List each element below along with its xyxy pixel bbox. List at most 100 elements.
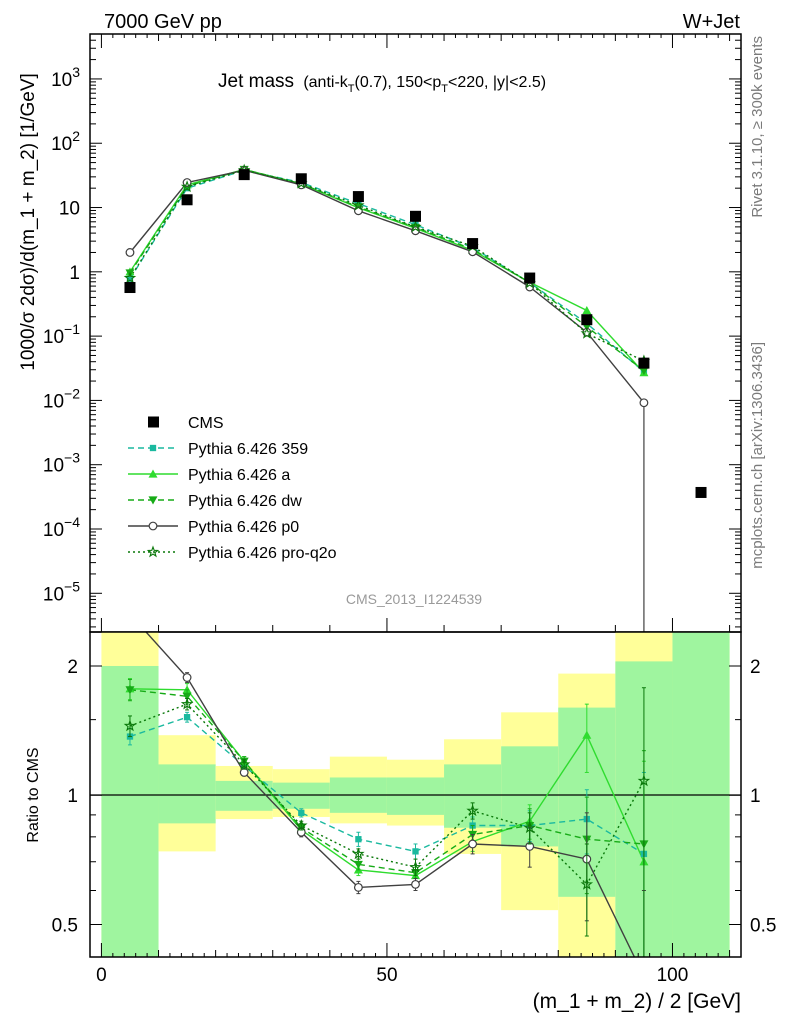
- x-axis-ticks: 0 50 100: [96, 34, 731, 986]
- legend-label-2: Pythia 6.426 dw: [188, 493, 302, 510]
- ratio-series-point-4: [580, 877, 594, 890]
- main-series-point-3: [125, 248, 135, 257]
- plot-title-cuts-b: (0.7), 150<p: [355, 74, 442, 91]
- main-y-tick-label: 10−4: [43, 514, 80, 541]
- main-y-tick-base: 10: [43, 391, 64, 412]
- main-panel-ticks: [90, 33, 741, 628]
- main-y-tick-label: 1: [69, 263, 80, 284]
- ratio-series-point-0: [412, 848, 419, 855]
- ratio-band-green: [386, 777, 445, 815]
- mc-series-lines: [129, 168, 645, 957]
- legend-label-3: Pythia 6.426 p0: [188, 519, 299, 536]
- ratio-y-tick-label-right: 2: [750, 657, 761, 678]
- analysis-id: CMS_2013_I1224539: [346, 591, 482, 607]
- plot-title-sub-1: T: [348, 83, 355, 95]
- ratio-panel: 0.5 0.5 1 1 2 2: [52, 610, 777, 958]
- main-y-tick-label: 10: [59, 199, 80, 220]
- plot-title: Jet mass (anti-kT(0.7), 150<pT<220, |y|<…: [218, 71, 546, 95]
- main-series-line-3: [129, 169, 645, 404]
- main-y-tick-base: 10: [43, 520, 64, 541]
- cms-data-point: [124, 282, 136, 294]
- ratio-series-point-4: [409, 860, 422, 873]
- legend-marker-1: [148, 469, 158, 478]
- x-tick-label: 0: [96, 965, 107, 986]
- legend-label-4: Pythia 6.426 pro-q2o: [188, 545, 337, 562]
- ratio-band-green: [158, 764, 216, 824]
- ratio-series-markers: [123, 610, 651, 957]
- ratio-panel-ticks: 0.5 0.5 1 1 2 2: [52, 657, 777, 936]
- ratio-panel-frame: [89, 631, 742, 958]
- legend: CMS Pythia 6.426 359 Pythia 6.426 a Pythia …: [128, 415, 337, 562]
- header-energy-label: 7000 GeV pp: [104, 11, 222, 33]
- main-y-tick-base: 10: [59, 199, 80, 220]
- main-y-tick-label: 10−5: [43, 578, 80, 605]
- ratio-series-point-4: [295, 818, 308, 831]
- main-y-tick-label: 102: [51, 128, 80, 155]
- legend-marker-cms: [148, 416, 159, 428]
- cms-data-point: [410, 210, 421, 222]
- main-y-tick-exponent: −4: [64, 514, 80, 530]
- main-series-point-4: [580, 326, 594, 339]
- plot-title-cuts-a: (anti-k: [303, 74, 348, 91]
- main-y-tick-exponent: 2: [72, 128, 80, 144]
- ratio-band-green: [215, 780, 273, 811]
- cms-data-point: [695, 486, 707, 498]
- main-y-tick-label: 10−3: [43, 450, 80, 477]
- plot-title-cuts-c: <220, |y|<2.5): [448, 74, 546, 91]
- main-series-point-3: [639, 398, 649, 408]
- main-series-point-2: [639, 367, 649, 376]
- main-series-point-4: [180, 180, 194, 193]
- legend-label-1: Pythia 6.426 a: [188, 467, 290, 484]
- ratio-series-line-0: [129, 716, 645, 855]
- main-y-tick-base: 10: [51, 70, 72, 91]
- main-y-tick-exponent: −5: [64, 578, 80, 594]
- ratio-series-point-2: [182, 692, 192, 701]
- ratio-series-point-4: [123, 719, 137, 732]
- cms-data-point: [581, 314, 593, 326]
- ratio-series-point-1: [582, 730, 592, 739]
- ratio-series-point-3: [182, 673, 192, 682]
- ratio-y-axis-label: Ratio to CMS: [25, 747, 42, 842]
- legend-label-0: Pythia 6.426 359: [188, 441, 308, 458]
- x-tick-label: 100: [657, 965, 689, 986]
- main-y-tick-exponent: 3: [72, 64, 80, 80]
- x-axis-label: (m_1 + m_2) / 2 [GeV]: [533, 990, 741, 1013]
- ratio-series-point-3: [126, 610, 134, 618]
- ratio-y-tick-label-right: 0.5: [750, 915, 776, 936]
- main-series-line-0: [129, 169, 645, 373]
- main-series-point-4: [409, 220, 422, 233]
- ratio-series-line-4: [129, 703, 645, 886]
- cms-data-point: [181, 194, 193, 206]
- ratio-y-tick-label-left: 0.5: [52, 915, 78, 936]
- main-series-line-4: [129, 169, 645, 362]
- main-y-axis-label: 1000/σ 2dσ)/d(m_1 + m_2) [1/GeV]: [18, 73, 39, 371]
- ratio-series-point-3: [239, 768, 249, 777]
- plot-title-main: Jet mass: [218, 71, 294, 92]
- legend-label-cms: CMS: [188, 415, 224, 432]
- ratio-series-point-4: [466, 804, 479, 817]
- ratio-series-point-4: [180, 697, 194, 710]
- cms-data-point: [638, 357, 650, 369]
- mc-series-markers: [123, 163, 651, 408]
- ratio-series-point-4: [352, 847, 365, 860]
- ratio-series-point-4: [237, 757, 251, 770]
- ratio-band-green: [272, 782, 330, 809]
- rivet-version-label: Rivet 3.1.10, ≥ 300k events: [749, 36, 766, 218]
- legend-marker-0: [149, 444, 157, 452]
- main-series-point-4: [352, 198, 365, 211]
- main-y-tick-exponent: −2: [64, 385, 80, 401]
- ratio-band-green: [101, 665, 159, 957]
- main-y-tick-label: 10−1: [43, 321, 80, 348]
- legend-marker-3: [148, 521, 158, 531]
- main-y-tick-base: 10: [43, 584, 64, 605]
- main-y-tick-base: 10: [43, 456, 64, 477]
- main-y-tick-exponent: −1: [64, 321, 80, 337]
- ratio-series-point-0: [298, 809, 305, 816]
- ratio-series-point-0: [355, 836, 362, 843]
- main-series-point-1: [582, 306, 592, 315]
- x-tick-label: 50: [376, 965, 397, 986]
- ratio-y-tick-label-left: 1: [67, 786, 78, 807]
